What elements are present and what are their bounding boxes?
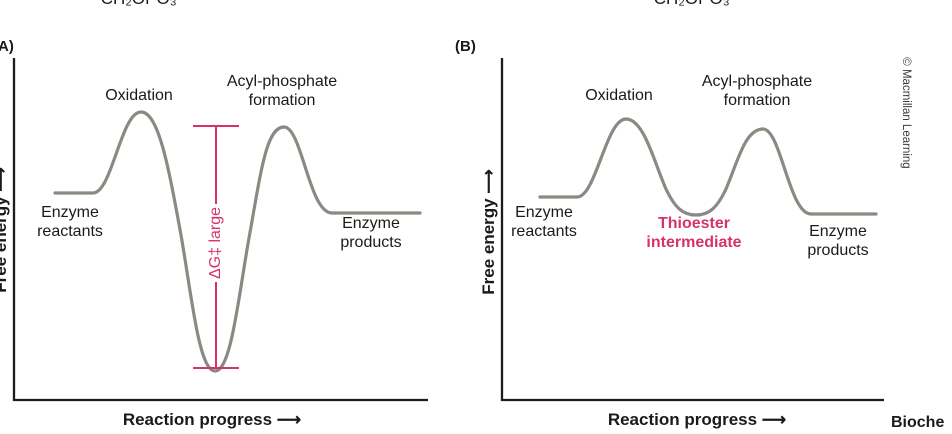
panel-a-acyl-phosphate-label: Acyl-phosphate formation — [226, 73, 338, 109]
panel-a-enzyme-products-label: Enzyme products — [340, 215, 402, 251]
panel-b-curve — [538, 117, 878, 217]
panel-b-enzyme-products-label: Enzyme products — [807, 223, 869, 259]
panel-b-enzyme-reactants-label: Enzyme reactants — [511, 204, 577, 240]
top-right-formula: CH₂OPO₃²⁻ — [654, 0, 745, 9]
panel-a-x-axis-label: Reaction progress ⟶ — [122, 410, 302, 429]
panel-b-y-axis-label: Free energy ⟶ — [479, 169, 498, 295]
top-left-formula: CH₂OPO₃²⁻ — [101, 0, 192, 9]
panel-b-x-axis-label: Reaction progress ⟶ — [607, 410, 787, 429]
panel-b-thioester-intermediate-label: Thioester intermediate — [646, 215, 742, 251]
panel-a-axes — [12, 58, 428, 402]
footer-bottom-right-text: Bioche — [891, 414, 945, 431]
publisher-credit: © Macmillan Learning — [900, 57, 912, 169]
panel-a-curve — [53, 110, 422, 373]
panel-a-tag: (A) — [0, 38, 14, 55]
panel-b-axes — [500, 58, 884, 402]
panel-a-oxidation-label: Oxidation — [105, 87, 173, 104]
panel-a-delta-g-label: ΔG‡ large — [207, 203, 225, 283]
panel-b-tag: (B) — [455, 38, 476, 55]
panel-a-y-axis-label: Free energy ⟶ — [0, 167, 10, 293]
panel-b-oxidation-label: Oxidation — [585, 87, 653, 104]
panel-b-acyl-phosphate-label: Acyl-phosphate formation — [701, 73, 813, 109]
panel-a-enzyme-reactants-label: Enzyme reactants — [37, 204, 103, 240]
